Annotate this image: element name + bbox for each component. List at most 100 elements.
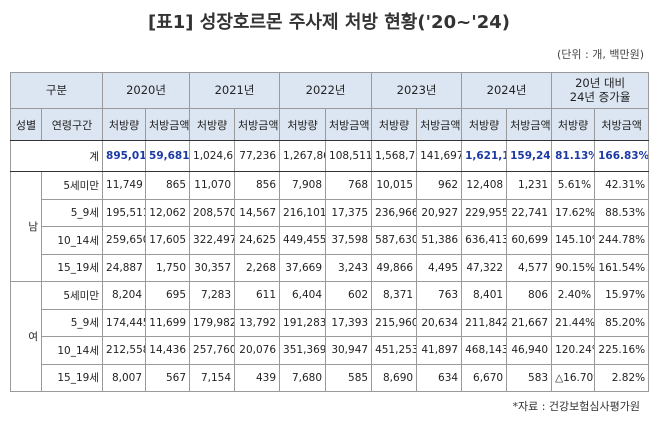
value-cell: 179,982: [189, 308, 236, 337]
subheader-cell: 처방금액: [506, 108, 553, 141]
gender-cell: 남: [10, 171, 42, 282]
value-cell: 215,960: [371, 308, 418, 337]
value-cell: 5.61%: [551, 171, 596, 200]
value-cell: 17.62%: [551, 198, 596, 227]
value-cell: 7,680: [279, 363, 327, 392]
value-cell: 37,598: [325, 226, 373, 255]
value-cell: 20,076: [234, 336, 281, 365]
value-cell: 806: [506, 281, 553, 310]
subheader-cell: 처방금액: [416, 108, 463, 141]
age-cell: 5세미만: [40, 171, 104, 200]
value-cell: 451,253: [371, 336, 418, 365]
age-cell: 15_19세: [40, 253, 104, 282]
prescription-table: 구분 2020년 2021년 2022년 2023년 2024년 20년 대비 24년 증가…: [9, 72, 650, 392]
total-cell: 77,236: [234, 140, 281, 172]
age-cell: 5_9세: [40, 198, 104, 227]
value-cell: 611: [234, 281, 281, 310]
value-cell: 17,375: [325, 198, 373, 227]
age-cell: 10_14세: [40, 336, 104, 365]
value-cell: 3,243: [325, 253, 373, 282]
subheader-cell: 처방금액: [234, 108, 281, 141]
total-cell: 141,697: [416, 140, 463, 172]
data-row: 여 5세미만 8,204 695 7,283 611 6,404 602 8,371 763 8,4…: [10, 281, 650, 392]
total-cell: 59,681: [145, 140, 191, 172]
data-row: 5_9세 195,511 12,062 208,570 14,567 216,101 17,…: [11, 198, 650, 227]
value-cell: 211,842: [461, 308, 508, 337]
value-cell: 236,966: [371, 198, 418, 227]
age-cell: 15_19세: [40, 363, 104, 392]
subheader-cell: 처방량: [102, 108, 147, 141]
total-label: 계: [9, 140, 104, 172]
header-cell: 2022년: [279, 72, 373, 109]
value-cell: 583: [506, 363, 553, 392]
value-cell: 8,371: [371, 281, 418, 310]
subheader-cell: 성별: [10, 108, 42, 141]
value-cell: 8,690: [371, 363, 418, 392]
value-cell: 567: [145, 363, 191, 392]
value-cell: 195,511: [102, 198, 147, 227]
subheader-cell: 처방량: [371, 108, 418, 141]
value-cell: 30,357: [189, 253, 236, 282]
total-cell: 159,244: [506, 140, 553, 172]
value-cell: 37,669: [279, 253, 327, 282]
value-cell: 88.53%: [594, 198, 650, 227]
value-cell: 962: [416, 171, 463, 200]
value-cell: 174,445: [102, 308, 147, 337]
value-cell: 161.54%: [594, 253, 650, 282]
value-cell: 14,436: [145, 336, 191, 365]
value-cell: 322,497: [189, 226, 236, 255]
value-cell: 24,887: [102, 253, 147, 282]
total-cell: 1,568,751: [371, 140, 418, 172]
value-cell: 244.78%: [594, 226, 650, 255]
value-cell: 8,204: [102, 281, 147, 310]
value-cell: 439: [234, 363, 281, 392]
total-cell: 895,011: [102, 140, 147, 172]
value-cell: 1,231: [506, 171, 553, 200]
value-cell: 2.40%: [551, 281, 596, 310]
total-cell: 81.13%: [551, 140, 596, 172]
value-cell: 22,741: [506, 198, 553, 227]
subheader-cell: 처방량: [461, 108, 508, 141]
data-row: 15_19세 24,887 1,750 30,357 2,268 37,669 3,243 4…: [11, 253, 650, 282]
value-cell: △16.70%: [551, 363, 596, 392]
value-cell: 768: [325, 171, 373, 200]
value-cell: 229,955: [461, 198, 508, 227]
subheader-cell: 처방금액: [325, 108, 373, 141]
value-cell: 6,670: [461, 363, 508, 392]
value-cell: 449,455: [279, 226, 327, 255]
value-cell: 42.31%: [594, 171, 650, 200]
value-cell: 13,792: [234, 308, 281, 337]
value-cell: 17,393: [325, 308, 373, 337]
header-cell: 2023년: [371, 72, 463, 109]
value-cell: 216,101: [279, 198, 327, 227]
value-cell: 14,567: [234, 198, 281, 227]
value-cell: 11,749: [102, 171, 147, 200]
value-cell: 587,630: [371, 226, 418, 255]
value-cell: 259,650: [102, 226, 147, 255]
value-cell: 856: [234, 171, 281, 200]
value-cell: 11,699: [145, 308, 191, 337]
subheader-cell: 처방금액: [594, 108, 650, 141]
total-cell: 1,621,154: [461, 140, 508, 172]
subheader-cell: 처방량: [551, 108, 596, 141]
value-cell: 30,947: [325, 336, 373, 365]
value-cell: 145.10%: [551, 226, 596, 255]
value-cell: 60,699: [506, 226, 553, 255]
value-cell: 1,750: [145, 253, 191, 282]
value-cell: 21.44%: [551, 308, 596, 337]
gender-cell: 여: [10, 281, 42, 392]
age-cell: 10_14세: [40, 226, 104, 255]
value-cell: 634: [416, 363, 463, 392]
data-row: 10_14세 212,558 14,436 257,760 20,076 351,369 3…: [11, 336, 650, 365]
data-row: 15_19세 8,007 567 7,154 439 7,680 585 8,690 634 6,…: [11, 363, 650, 392]
value-cell: 10,015: [371, 171, 418, 200]
value-cell: 17,605: [145, 226, 191, 255]
value-cell: 695: [145, 281, 191, 310]
value-cell: 20,927: [416, 198, 463, 227]
value-cell: 865: [145, 171, 191, 200]
value-cell: 4,495: [416, 253, 463, 282]
value-cell: 12,062: [145, 198, 191, 227]
value-cell: 602: [325, 281, 373, 310]
header-cell: 20년 대비 24년 증가율: [551, 72, 650, 109]
